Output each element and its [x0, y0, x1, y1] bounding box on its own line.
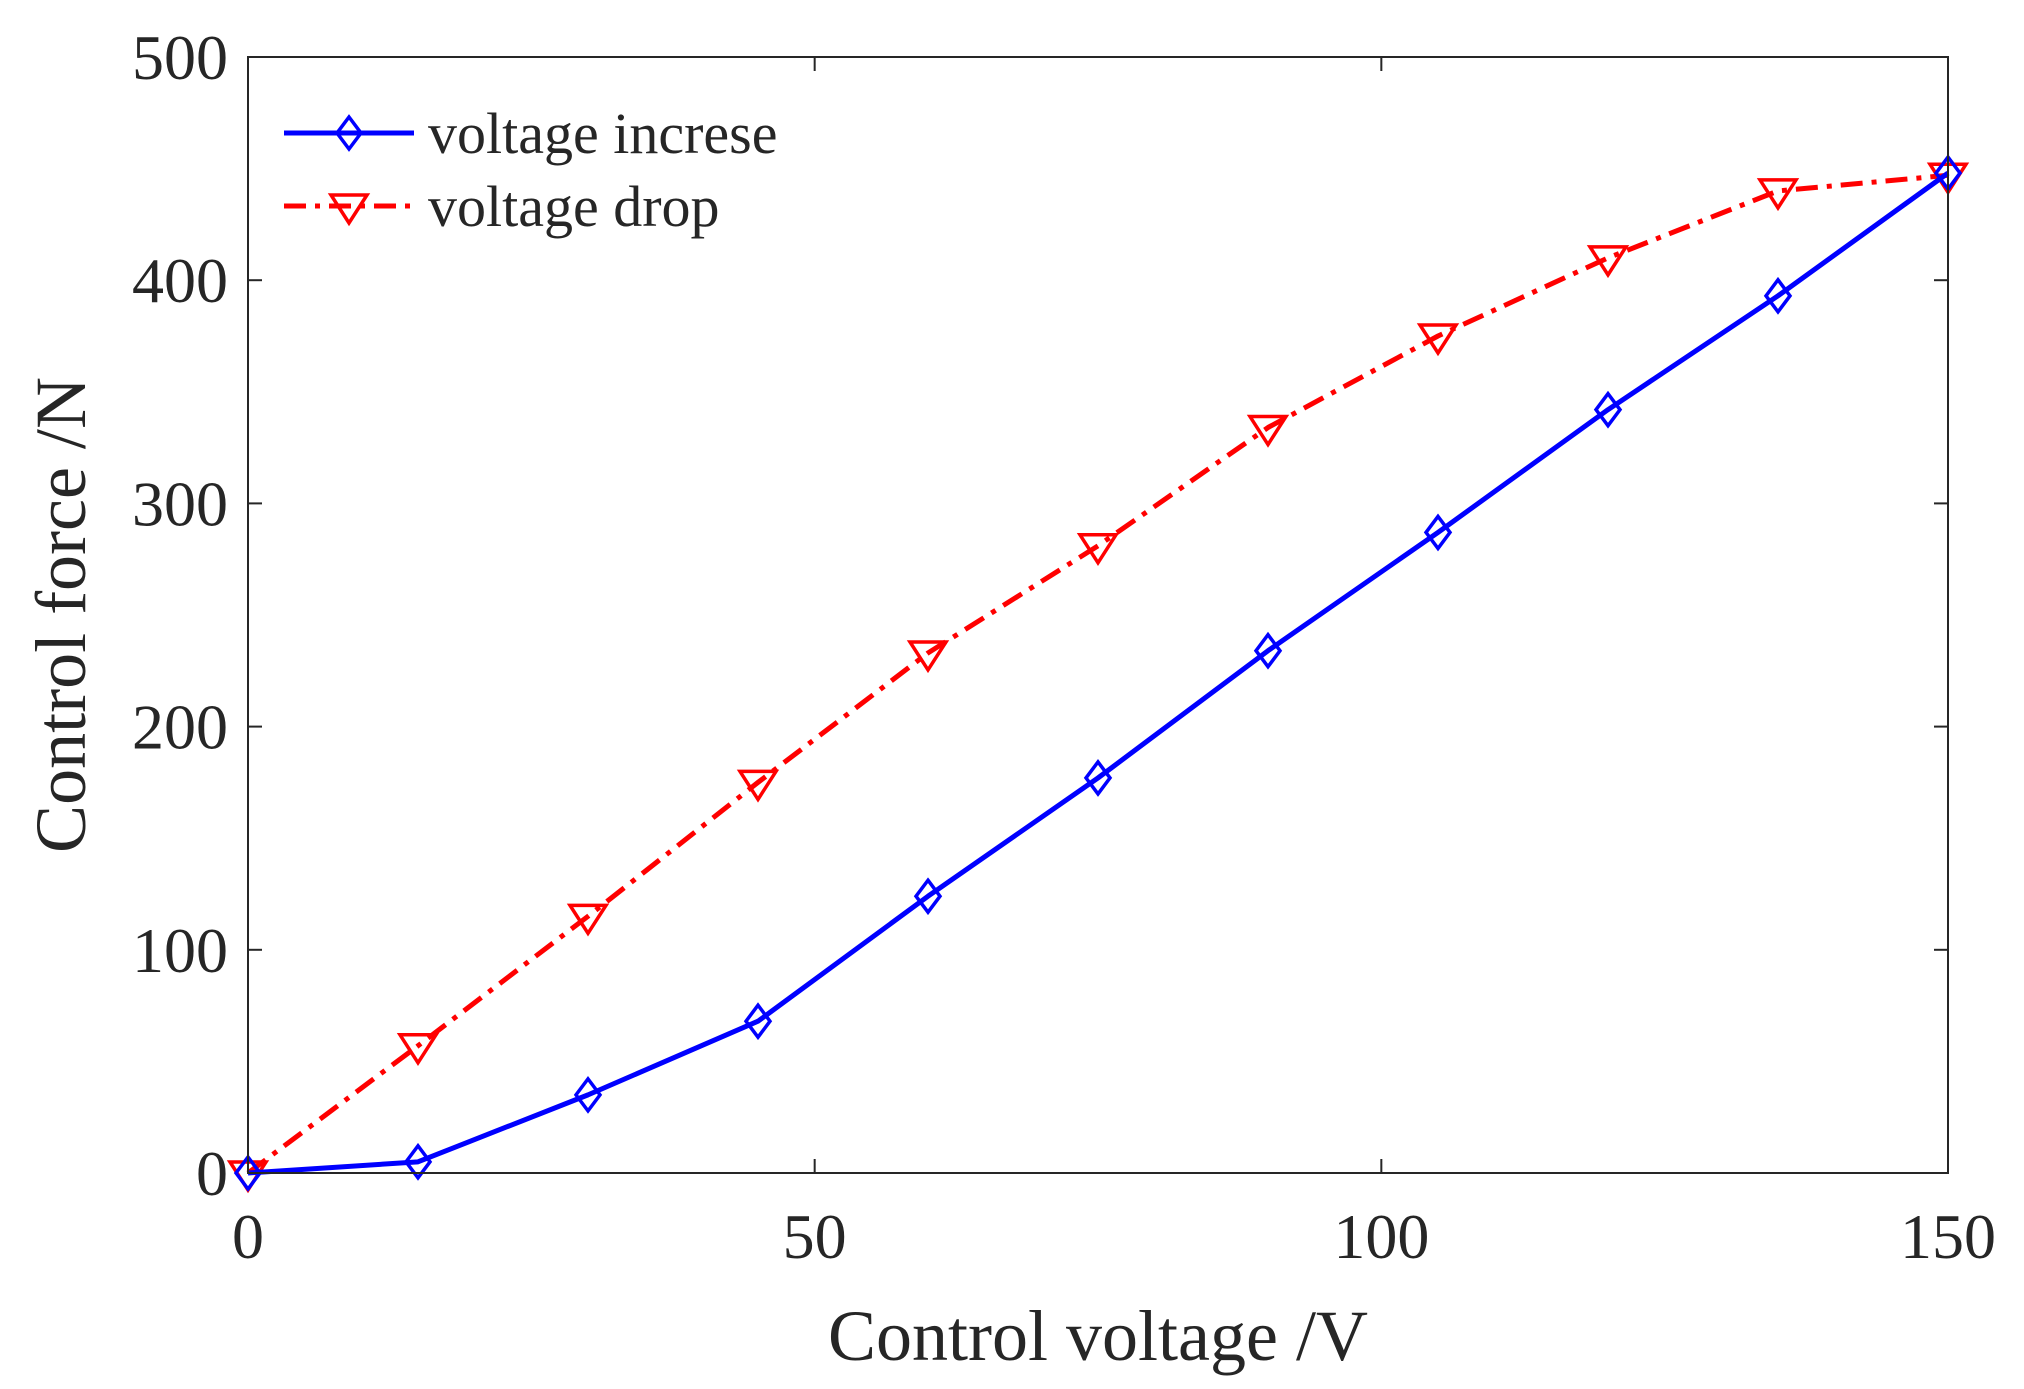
x-tick-label: 100	[1333, 1201, 1429, 1272]
data-point-marker	[1076, 533, 1120, 567]
x-tick-label: 150	[1900, 1201, 1996, 1272]
legend: voltage increse voltage drop	[284, 101, 777, 239]
x-tick-label: 50	[783, 1201, 847, 1272]
data-point-marker	[403, 1142, 433, 1181]
legend-marker	[334, 114, 364, 152]
data-point-marker	[1586, 245, 1630, 279]
plot-area-background	[248, 57, 1948, 1173]
data-point-marker	[396, 1033, 440, 1067]
data-point-marker	[566, 903, 610, 937]
data-point-marker	[1246, 414, 1290, 448]
data-point-marker	[573, 1075, 603, 1114]
data-point-marker	[1083, 759, 1113, 797]
series-line	[247, 171, 1950, 1176]
y-tick-label: 500	[132, 22, 228, 93]
legend-entry-label: voltage drop	[428, 174, 720, 239]
y-tick-label: 100	[132, 915, 228, 986]
data-point-marker	[736, 769, 780, 803]
data-point-marker	[1423, 513, 1453, 552]
data-point-marker	[1416, 323, 1460, 357]
series-layer	[226, 154, 1970, 1194]
x-axis-label: Control voltage /V	[828, 1296, 1368, 1376]
y-tick-label: 400	[132, 245, 228, 316]
legend-entry-label: voltage increse	[428, 101, 777, 166]
data-point-marker	[233, 1154, 263, 1192]
plot-frame	[247, 56, 1949, 1174]
x-tick-label: 0	[232, 1201, 264, 1272]
data-point-marker	[1763, 276, 1793, 315]
legend-marker	[327, 193, 371, 227]
data-point-marker	[906, 640, 950, 674]
data-point-marker	[1593, 390, 1623, 429]
series-voltage-increase	[233, 154, 1963, 1192]
data-point-marker	[743, 1002, 773, 1041]
data-point-marker	[1253, 631, 1283, 670]
data-point-marker	[1756, 178, 1800, 212]
y-tick-label: 0	[196, 1138, 228, 1209]
tick-layer: 0 50 100 150 0 100 200 300 400 500	[132, 22, 1996, 1272]
y-tick-label: 200	[132, 692, 228, 763]
y-axis-label: Control force /N	[21, 377, 101, 853]
y-tick-label: 300	[132, 468, 228, 539]
data-point-marker	[913, 877, 943, 916]
